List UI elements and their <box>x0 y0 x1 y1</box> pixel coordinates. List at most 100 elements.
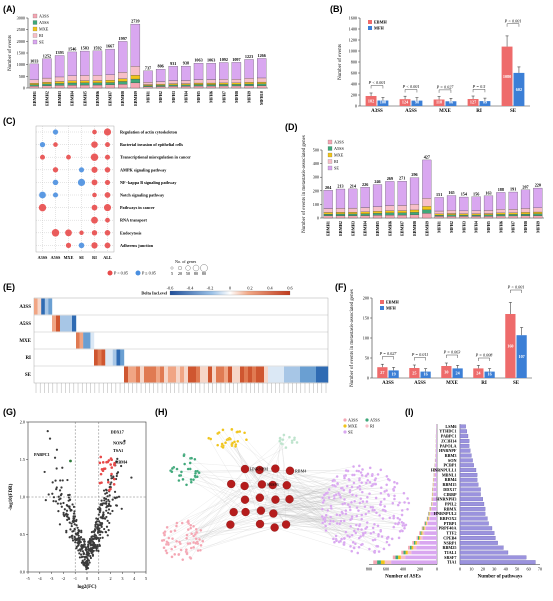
x-tick-label: MFH9 <box>535 221 540 233</box>
pathway-bar <box>459 531 495 536</box>
bar-mfh <box>516 335 527 378</box>
dot-nonsignificant <box>52 129 59 135</box>
pathway-bar <box>459 550 509 555</box>
legend-swatch-ebmh <box>380 300 384 304</box>
x-tick-label: EBMH2 <box>338 221 343 236</box>
bar-segment <box>244 59 254 79</box>
bar-segment <box>385 205 395 211</box>
network-node <box>329 504 333 508</box>
heatmap-cell <box>168 366 173 383</box>
x-tick-label: EBMH6 <box>95 91 100 106</box>
pathway-bar <box>459 560 536 565</box>
bar-value-label: 98 <box>415 100 419 105</box>
volcano-point <box>83 558 86 561</box>
volcano-point <box>57 509 60 513</box>
ase-bar-segment <box>434 468 437 472</box>
network-node <box>338 513 342 517</box>
bar-segment <box>508 215 518 219</box>
bar-mfh <box>420 371 431 378</box>
dot-significant <box>103 204 112 212</box>
volcano-point <box>92 530 95 533</box>
bar-segment <box>409 209 420 213</box>
network-edge <box>244 475 367 500</box>
volcano-point <box>110 481 113 484</box>
heatmap-cell <box>164 366 169 383</box>
size-legend-value: 50 <box>186 271 190 276</box>
network-edge <box>230 510 328 525</box>
bar-segment <box>92 75 103 81</box>
volcano-point <box>120 464 123 468</box>
bar-value-label: 89 <box>483 100 487 105</box>
ase-bar-segment <box>417 536 420 540</box>
bar-segment <box>360 207 370 212</box>
network-node <box>282 433 286 437</box>
volcano-point <box>82 538 85 541</box>
volcano-point <box>61 479 64 482</box>
network-node <box>328 522 332 526</box>
network-node <box>369 532 373 535</box>
x-tick-label: 0 <box>86 576 88 581</box>
network-edge <box>275 468 330 524</box>
bar-segment <box>92 82 103 86</box>
volcano-point <box>60 486 63 489</box>
network-node <box>393 485 396 489</box>
bar-segment <box>206 79 216 84</box>
volcano-point <box>53 456 57 459</box>
network-edge <box>259 469 369 512</box>
bar-segment <box>397 205 407 211</box>
bar-segment <box>471 213 481 216</box>
network-edge <box>259 469 335 481</box>
ase-bar-segment <box>425 521 427 526</box>
volcano-point <box>90 530 93 534</box>
ase-bar-segment <box>407 550 412 555</box>
x-tick-label: A3SS <box>371 109 383 114</box>
ase-bar-segment <box>401 550 404 555</box>
network-hub-node <box>268 480 277 490</box>
network-node <box>359 471 363 474</box>
gene-label: RBM4 <box>445 477 458 482</box>
heatmap-cell <box>64 315 69 332</box>
ase-bar-segment <box>428 516 430 521</box>
network-node <box>352 529 356 533</box>
network-legend-label: MXE <box>348 424 358 429</box>
network-node <box>343 498 346 501</box>
volcano-point <box>84 546 88 549</box>
network-node <box>368 466 372 470</box>
x-tick-label: 4 <box>133 576 136 581</box>
legend-swatch-mfh <box>368 26 372 30</box>
network-node <box>320 515 324 518</box>
heatmap-cell <box>76 332 80 349</box>
x-tick-label: A3SS <box>382 381 394 386</box>
bar-segment <box>397 212 407 216</box>
network-node <box>392 525 396 529</box>
left-x-tick: 200 <box>417 567 423 572</box>
bar-segment <box>323 213 333 216</box>
gene-label: DDX17 <box>443 487 456 492</box>
bar-segment <box>143 70 153 83</box>
bar-segment <box>92 84 103 89</box>
ase-bar-segment <box>428 511 429 516</box>
volcano-point <box>86 564 89 567</box>
legend-swatch <box>32 13 38 19</box>
volcano-point <box>89 541 92 544</box>
volcano-point <box>70 522 73 525</box>
color-scale-bar <box>169 290 291 296</box>
network-node <box>379 491 383 495</box>
right-x-tick: 70 <box>538 567 542 572</box>
dot-significant <box>66 154 71 160</box>
network-node <box>175 521 179 525</box>
bar-segment <box>219 82 229 85</box>
bar-segment <box>29 85 39 89</box>
network-node <box>339 519 343 523</box>
bar-segment <box>118 81 128 85</box>
bar-segment <box>67 51 77 76</box>
network-node <box>279 442 283 445</box>
dot-significant <box>91 204 98 211</box>
volcano-point <box>85 566 88 569</box>
bar-segment <box>508 209 518 213</box>
bar-segment <box>67 75 77 81</box>
bar-segment <box>54 55 65 78</box>
volcano-point <box>72 512 76 515</box>
heatmap-cell <box>90 332 95 349</box>
volcano-point <box>103 527 106 531</box>
